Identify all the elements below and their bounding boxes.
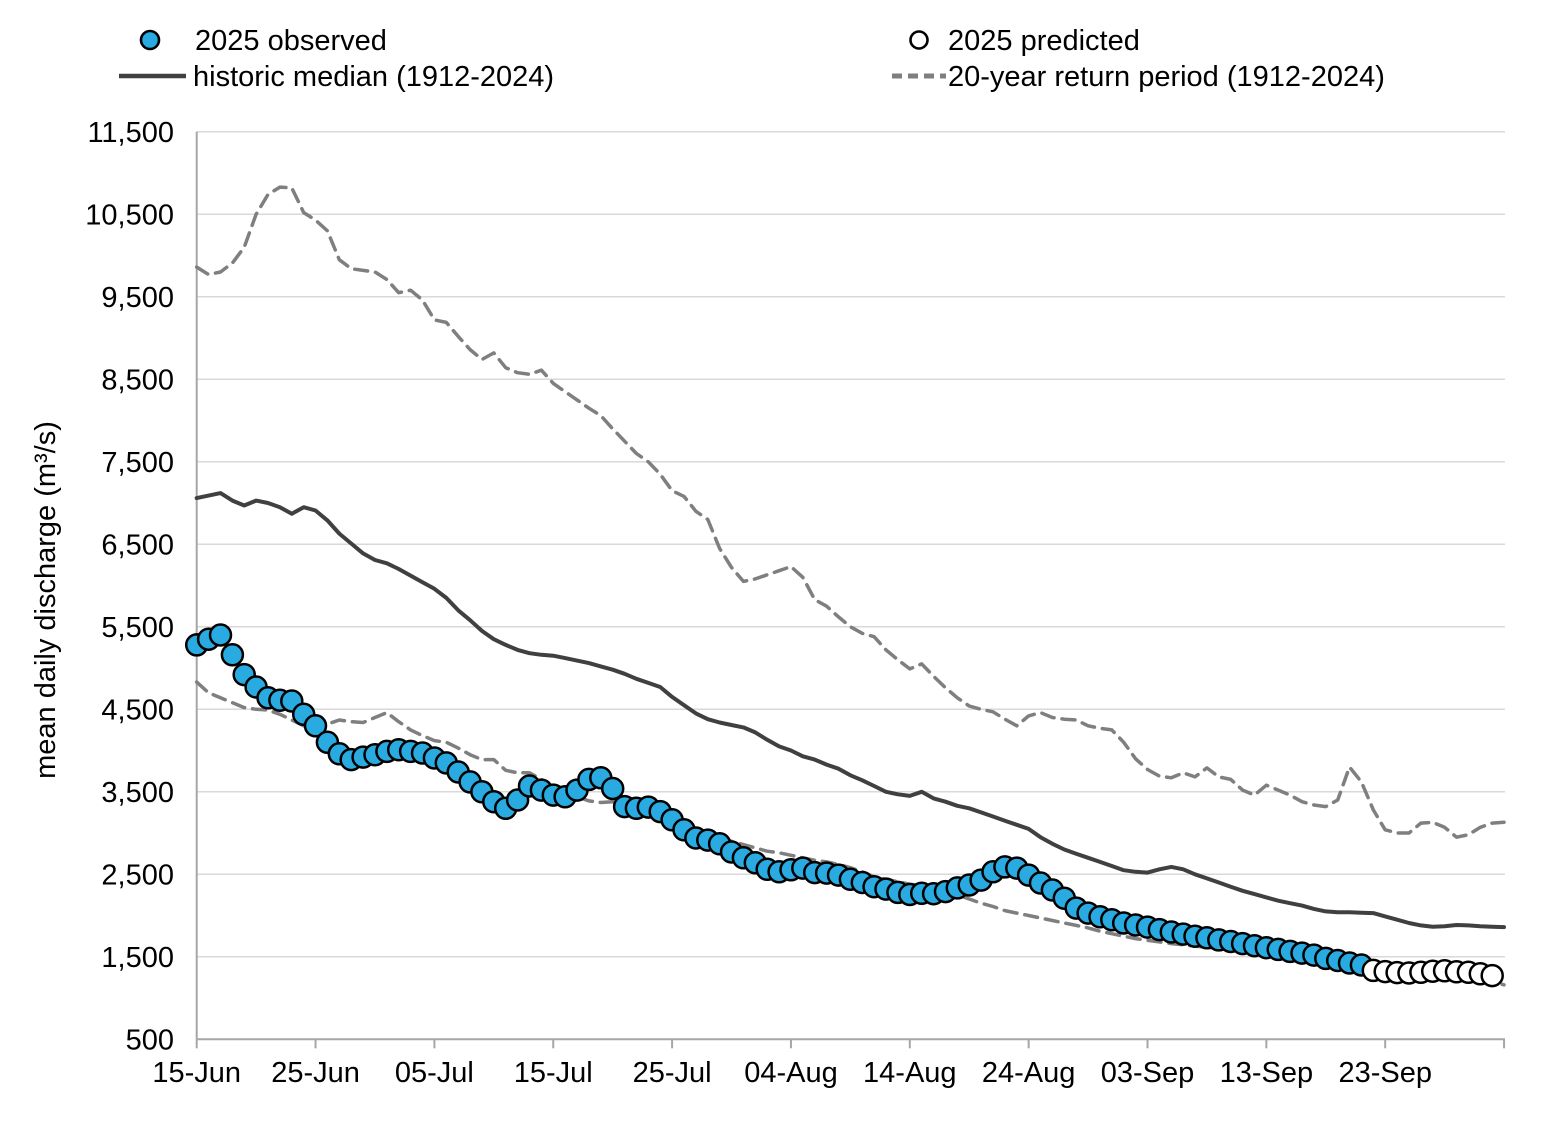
axes <box>195 131 1506 1049</box>
legend-predicted-label: 2025 predicted <box>948 25 1140 57</box>
x-tick-label: 15-Jul <box>514 1057 593 1089</box>
y-tick-label: 4,500 <box>101 694 174 726</box>
x-tick-label: 25-Jun <box>271 1057 360 1089</box>
legend-return-label: 20-year return period (1912-2024) <box>948 61 1385 93</box>
chart-legend: 2025 observed historic median (1912-2024… <box>119 25 1385 93</box>
x-tick-label: 13-Sep <box>1220 1057 1314 1089</box>
observed-point <box>208 623 233 647</box>
x-tick-labels: 15-Jun 25-Jun 05-Jul 15-Jul 25-Jul 04-Aug 14-A… <box>152 1057 1432 1089</box>
x-tick-label: 05-Jul <box>395 1057 474 1089</box>
x-tick-label: 25-Jul <box>633 1057 712 1089</box>
return-period-line <box>194 185 1506 839</box>
legend-observed-label: 2025 observed <box>195 25 387 57</box>
legend-predicted-marker-icon <box>909 30 929 50</box>
y-tick-label: 8,500 <box>101 364 174 396</box>
gridlines <box>196 131 1505 958</box>
x-tick-label: 15-Jun <box>152 1057 241 1089</box>
plot-area: 500 1,500 2,500 3,500 4,500 5,500 6,500 7,500 8,… <box>85 117 1506 1089</box>
observed-point <box>303 714 328 738</box>
y-tick-label: 9,500 <box>101 282 174 314</box>
y-tick-label: 5,500 <box>101 612 174 644</box>
predicted-series <box>1361 958 1504 988</box>
y-tick-labels: 500 1,500 2,500 3,500 4,500 5,500 6,500 7,500 8,… <box>85 117 174 1057</box>
y-tick-label: 11,500 <box>87 117 174 149</box>
y-tick-label: 3,500 <box>101 777 174 809</box>
y-tick-label: 10,500 <box>85 199 174 231</box>
y-tick-label: 6,500 <box>101 529 174 561</box>
x-tick-label: 03-Sep <box>1101 1057 1195 1089</box>
x-tick-label: 14-Aug <box>863 1057 957 1089</box>
y-tick-label: 7,500 <box>101 447 174 479</box>
median-line <box>194 491 1506 930</box>
observed-series <box>184 623 1374 977</box>
observed-point <box>220 643 245 667</box>
return-period-line <box>194 680 1506 987</box>
y-axis-title: mean daily discharge (m³/s) <box>30 421 62 779</box>
legend-observed-marker-icon <box>139 29 161 51</box>
y-tick-label: 1,500 <box>101 942 174 974</box>
y-tick-label: 2,500 <box>101 859 174 891</box>
predicted-point <box>1480 963 1504 988</box>
y-tick-label: 500 <box>126 1024 174 1056</box>
x-tick-label: 24-Aug <box>982 1057 1076 1089</box>
x-tick-label: 04-Aug <box>744 1057 838 1089</box>
median-series <box>194 491 1506 930</box>
observed-point <box>600 776 625 801</box>
x-tick-label: 23-Sep <box>1338 1057 1432 1089</box>
return-period-lines <box>194 185 1506 987</box>
legend-median-label: historic median (1912-2024) <box>193 61 554 93</box>
